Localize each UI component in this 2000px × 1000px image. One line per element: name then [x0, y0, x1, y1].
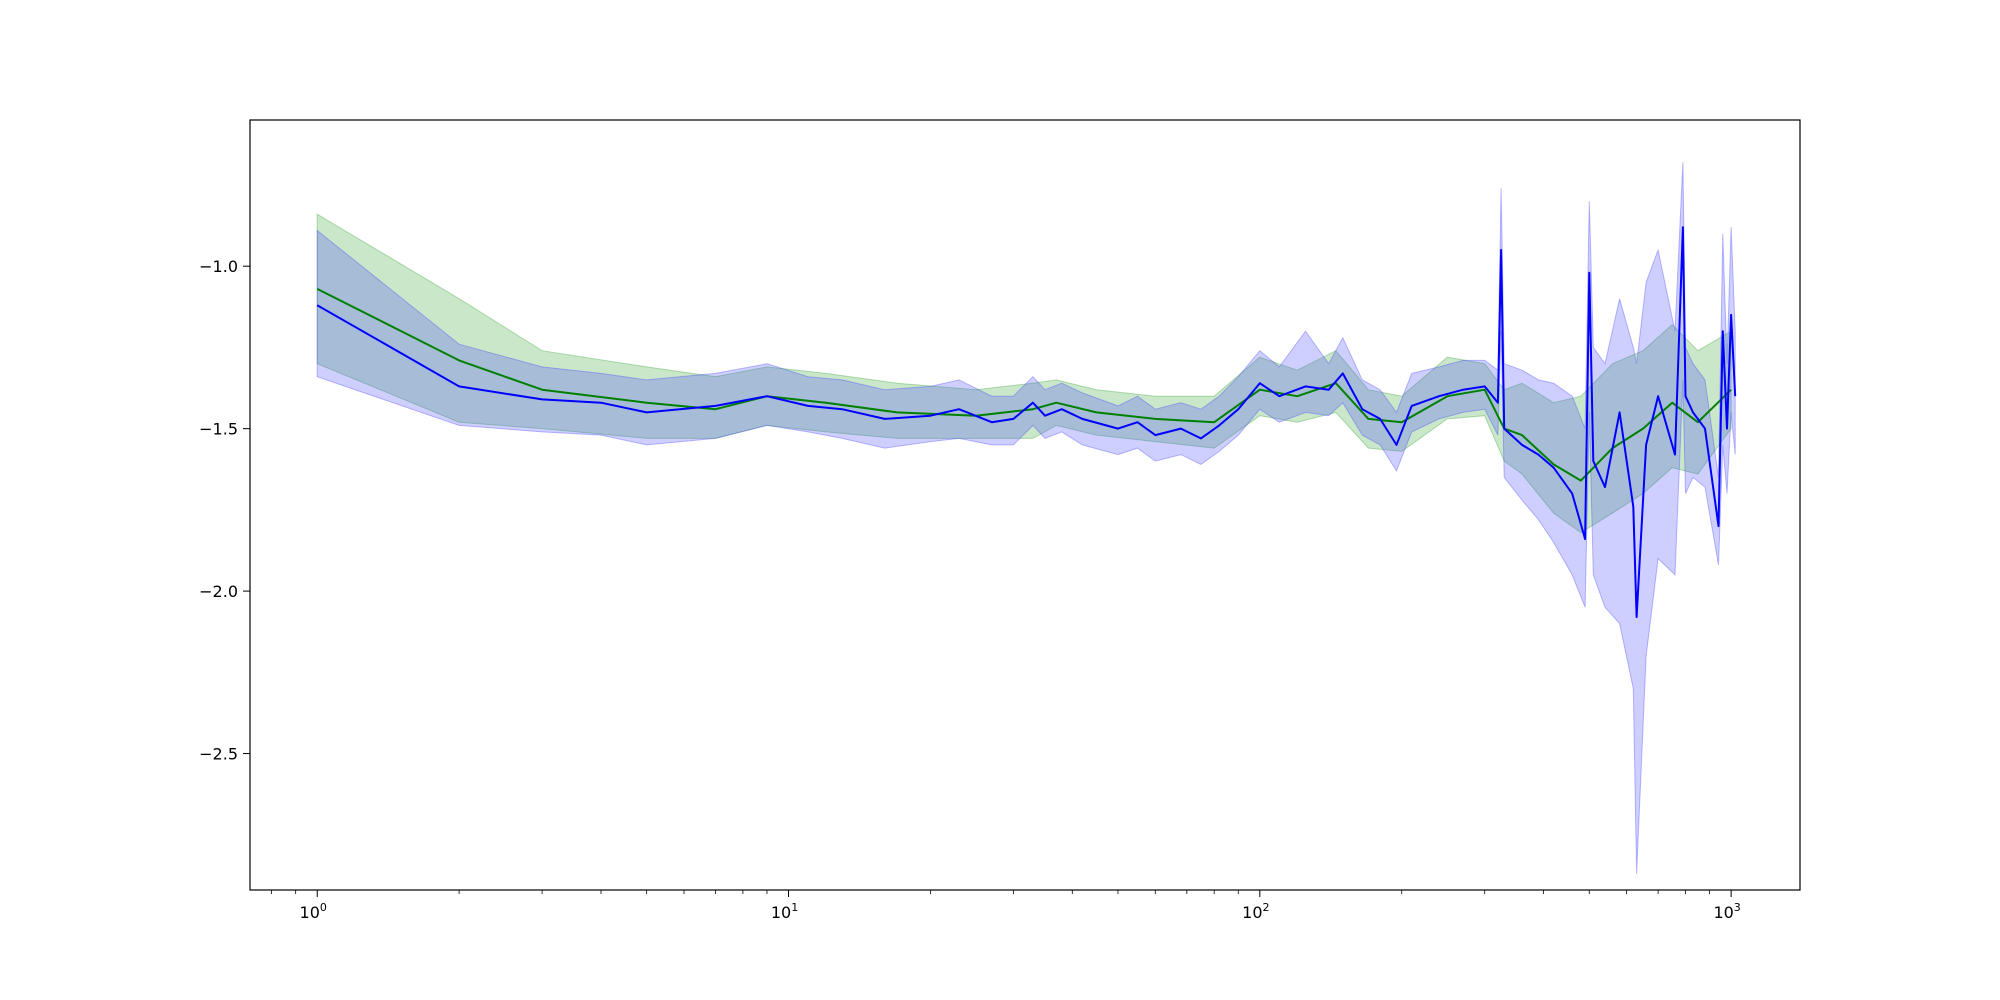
confidence-bands: [316, 162, 1736, 874]
plot-area: [249, 119, 1801, 891]
x-tick-exponent: 1: [791, 901, 798, 914]
band-series-2: [316, 162, 1736, 874]
y-tick-label: −1.0: [199, 257, 238, 276]
y-tick-label: −2.5: [199, 745, 238, 764]
x-tick-exponent: 0: [320, 901, 327, 914]
x-tick-exponent: 3: [1734, 901, 1741, 914]
series-lines: [316, 226, 1737, 619]
axes-frame: [249, 119, 1801, 891]
y-tick-label: −2.0: [199, 582, 238, 601]
band-series-1: [316, 213, 1732, 534]
y-axis: −1.0 −1.5 −2.0 −2.5: [199, 257, 250, 764]
y-tick-label: −1.5: [199, 420, 238, 439]
x-axis: 100 101 102 103: [271, 890, 1741, 922]
x-tick-exponent: 2: [1263, 901, 1270, 914]
line-series-2: [316, 226, 1737, 619]
